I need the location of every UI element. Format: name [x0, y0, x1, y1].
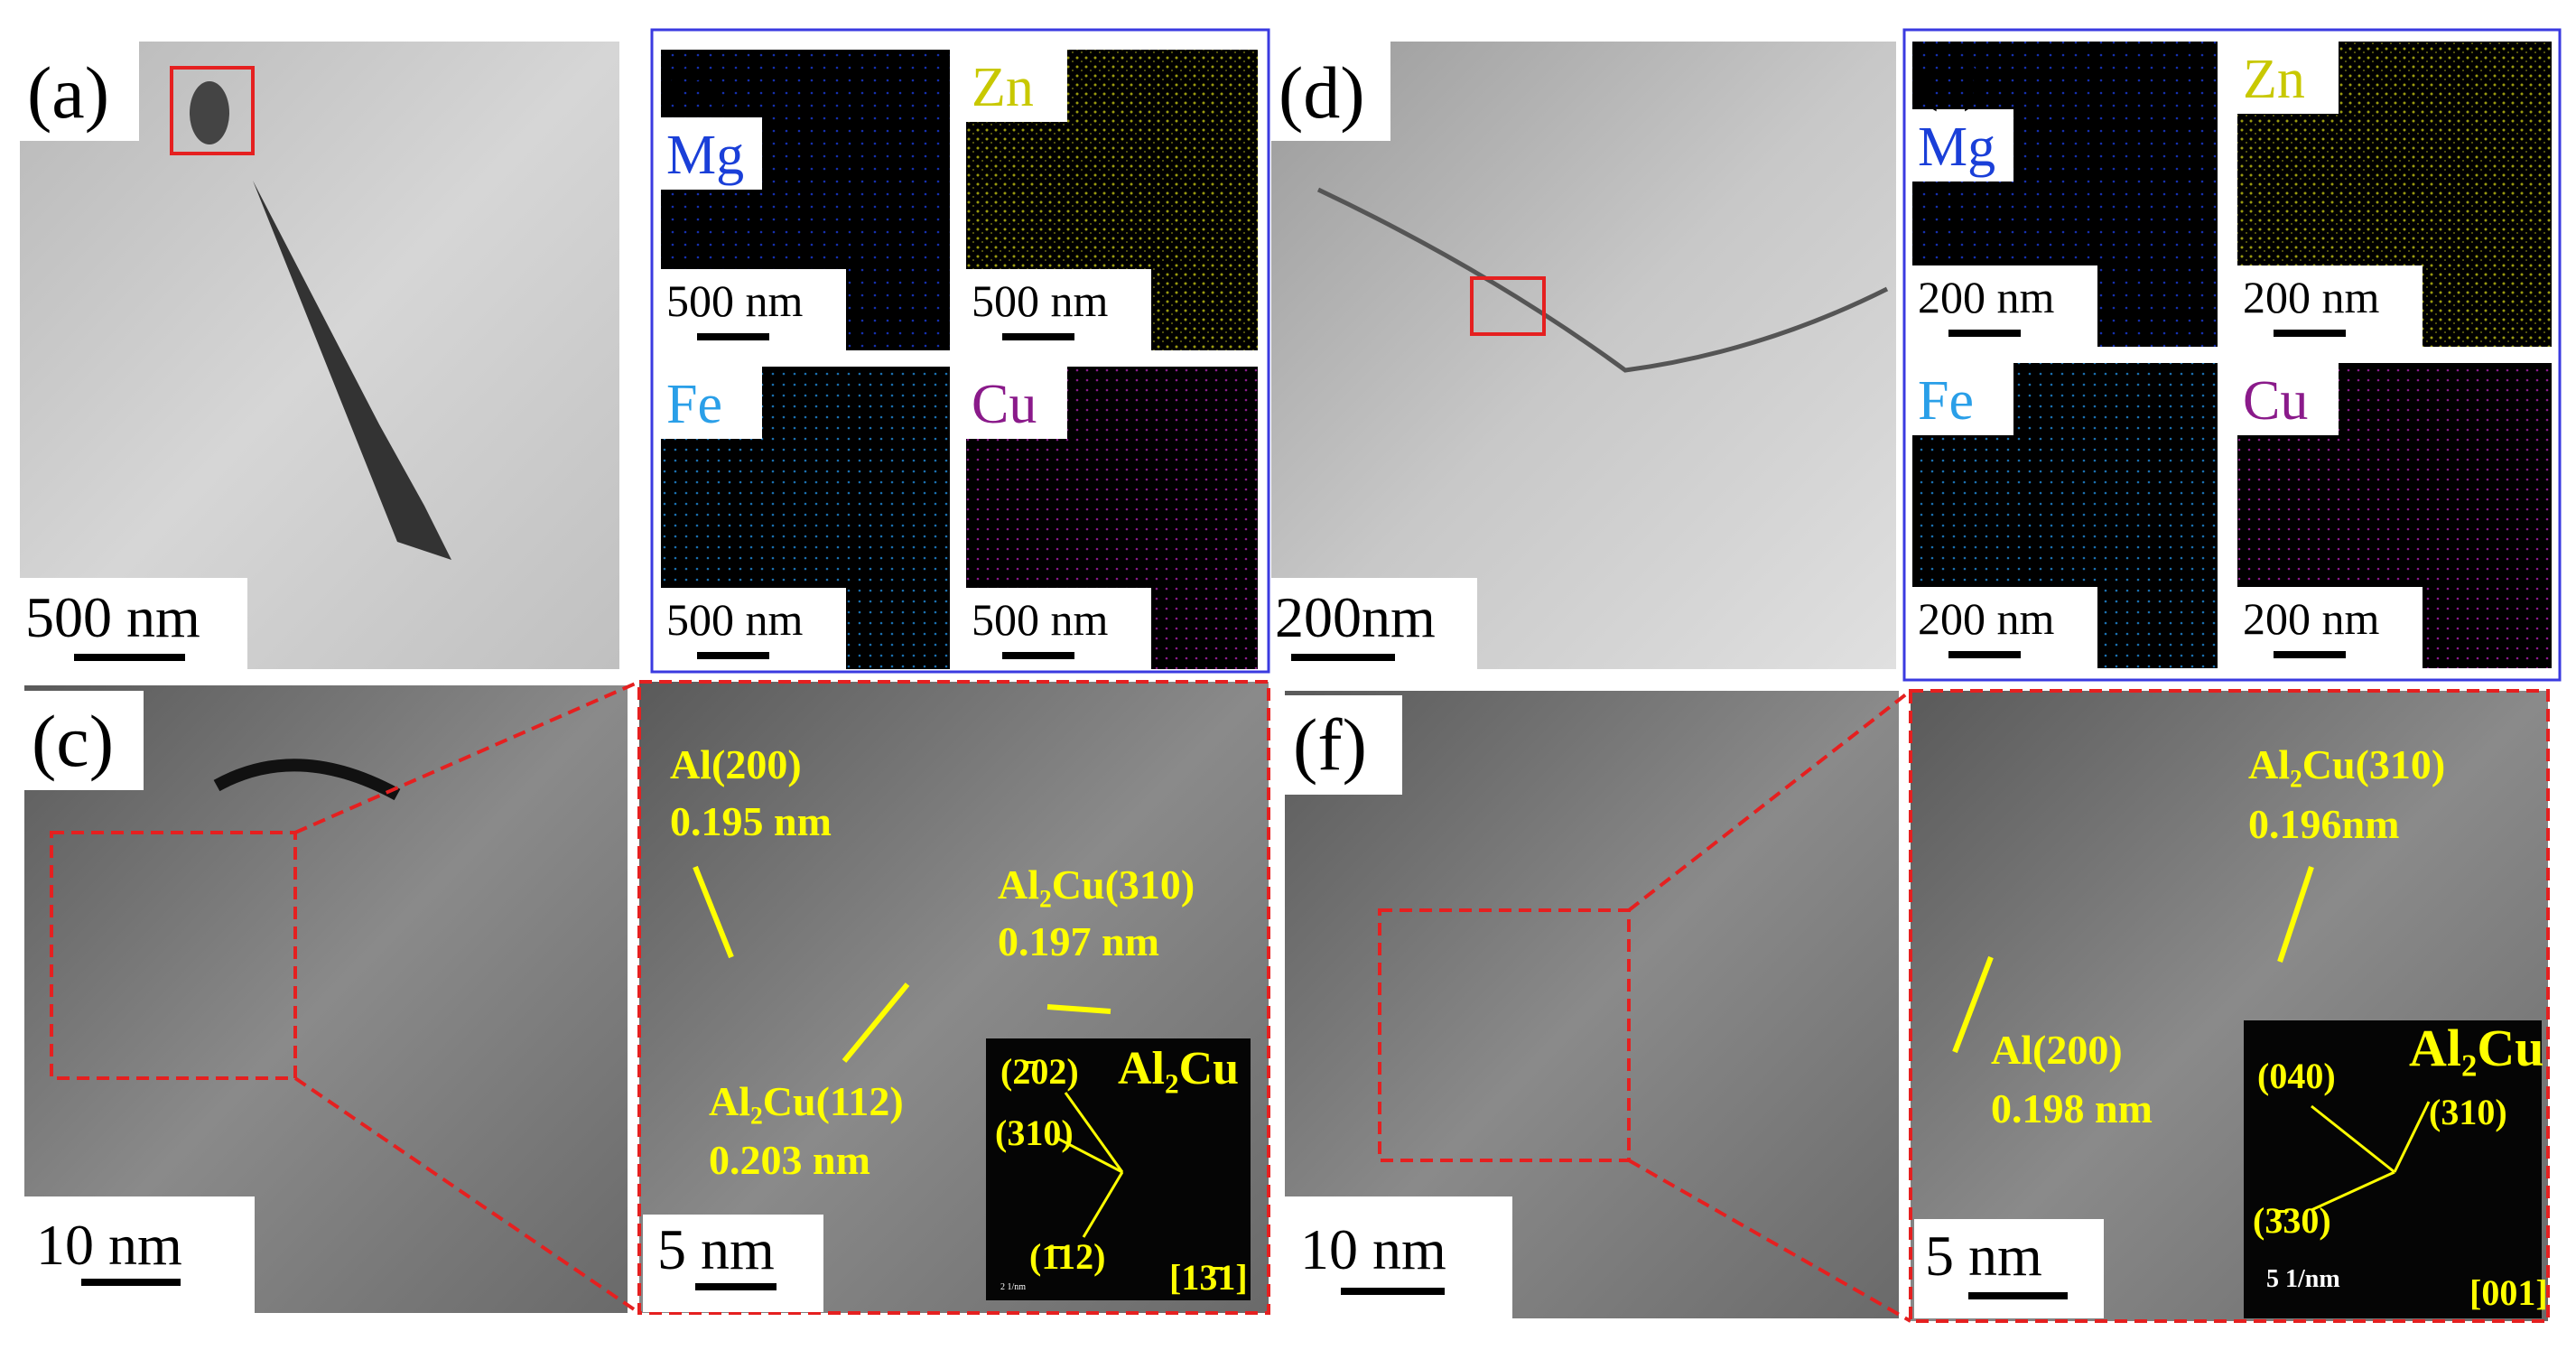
eds-maps: Mg 200 nm Zn 200 nm Fe 200 nm Cu 200 nm: [1912, 42, 2552, 668]
zoom-box: [1378, 908, 1631, 1162]
panel-label: (c): [32, 700, 114, 782]
scale-bar-label: 500 nm: [666, 275, 804, 326]
inset-border: [637, 680, 1270, 1315]
label-box: [24, 691, 144, 790]
arrow: [1952, 955, 1994, 1054]
feature: [213, 759, 401, 801]
scale-bar-label: 200nm: [1275, 585, 1436, 649]
panel-a: (a) 500 nm: [20, 42, 619, 669]
panel-d: (d) 200nm: [1271, 42, 1896, 669]
fft-vectors: [2311, 1101, 2431, 1212]
zoom-line: [293, 1076, 641, 1315]
zoom-line: [294, 680, 640, 834]
panel-label: (f): [1293, 703, 1367, 786]
fft-scale-label: 2 1/nm: [1000, 1282, 1026, 1292]
element-box: [966, 367, 1067, 439]
annotation: Al(200): [670, 741, 802, 787]
element-label: Mg: [1918, 116, 1995, 178]
arrow: [693, 865, 734, 959]
annotation: 0.198 nm: [1991, 1085, 2153, 1131]
arrow: [842, 982, 910, 1063]
panel-label: (a): [27, 51, 109, 134]
element-box: [2237, 363, 2339, 435]
scale-bar-label: 500 nm: [25, 585, 200, 649]
label-box: [1285, 695, 1402, 795]
element-box: [1912, 363, 2013, 435]
element-box: [661, 367, 762, 439]
scale-box: [643, 1215, 823, 1312]
scale-bar-label: 500 nm: [666, 594, 804, 645]
element-label: Fe: [666, 374, 722, 435]
selection-box: [1470, 276, 1546, 336]
scale-bar-label: 200 nm: [1918, 593, 2055, 644]
eds-maps: Mg 500 nm Zn 500 nm Fe 500 nm Cu 500 nm: [661, 50, 1258, 669]
panel-label: (d): [1279, 51, 1365, 134]
annotation: Al₂Cu(310): [998, 861, 1195, 908]
fft-scale-label: 5 1/nm: [2266, 1265, 2340, 1293]
label-box: [1271, 42, 1390, 141]
scale-bar-label: 500 nm: [972, 594, 1109, 645]
panel-f: (f) 10 nm Al₂Cu(310) 0.196nm Al(200) 0.1…: [1285, 689, 2550, 1323]
element-box: [2237, 42, 2339, 114]
arrow: [2277, 866, 2314, 963]
zoom-line: [1628, 1159, 1911, 1323]
fft-spot: (3̄30): [2253, 1200, 2331, 1241]
element-label: Cu: [972, 374, 1037, 435]
scale-bar-label: 10 nm: [36, 1213, 182, 1277]
panel-e: Mg 200 nm Zn 200 nm Fe 200 nm Cu 200 nm (e): [1902, 28, 2562, 682]
element-label: Mg: [666, 125, 744, 186]
element-label: Fe: [1918, 370, 1974, 432]
panel-b: Mg 500 nm Zn 500 nm Fe 500 nm Cu 500 nm (b): [650, 28, 1270, 674]
panel-c: (c) 10 nm Al(200) 0.195 nm Al₂Cu(310) 0.…: [24, 680, 1270, 1315]
element-box: [966, 50, 1067, 122]
zone-axis: [13̄1]: [1169, 1257, 1248, 1298]
scale-bar-label: 200 nm: [1918, 272, 2055, 322]
fft-spot: (2̄02): [1000, 1051, 1079, 1092]
element-label: Cu: [2243, 370, 2308, 432]
scale-bar-label: 200 nm: [2243, 593, 2380, 644]
fft-phase: Al₂Cu: [2409, 1019, 2544, 1077]
annotation: 0.197 nm: [998, 918, 1159, 964]
element-label: Zn: [2243, 49, 2305, 110]
annotation: 0.203 nm: [709, 1137, 870, 1183]
annotation: 0.196nm: [2248, 801, 2399, 847]
fft-spot: (040): [2257, 1056, 2336, 1096]
scale-box: [24, 1196, 255, 1313]
scale-bar-label: 5 nm: [1925, 1224, 2042, 1288]
annotation: Al(200): [1991, 1027, 2123, 1073]
element-box: [661, 117, 762, 190]
scale-bar-label: 200 nm: [2243, 272, 2380, 322]
annotation: Al₂Cu(310): [2248, 741, 2445, 787]
fft-phase: Al₂Cu: [1118, 1043, 1239, 1094]
scale-bar-label: 5 nm: [657, 1217, 775, 1281]
annotation: 0.195 nm: [670, 798, 832, 844]
zone-axis: [001]: [2469, 1272, 2548, 1313]
element-label: Zn: [972, 57, 1034, 118]
panel-label: (e): [1920, 51, 1982, 112]
scale-bar-label: 10 nm: [1300, 1217, 1446, 1281]
panel-label: (b): [668, 55, 733, 116]
element-box: [1912, 109, 2013, 182]
inset-border: [1909, 689, 2550, 1323]
grain-boundary: [1316, 187, 1889, 373]
fft-spot: (310): [995, 1113, 1074, 1153]
label-box: [20, 42, 139, 141]
fft-spot: (310): [2429, 1092, 2507, 1132]
annotation: Al₂Cu(112): [709, 1078, 904, 1124]
arrow: [1046, 1004, 1111, 1014]
scale-box: [1914, 1219, 2104, 1318]
precipitate: [190, 81, 229, 144]
scale-bar-label: 500 nm: [972, 275, 1109, 326]
fft-vectors: [1056, 1092, 1124, 1238]
scale-box: [1285, 1196, 1512, 1318]
precipitate: [253, 181, 451, 560]
fft-spot: (1̄12): [1029, 1236, 1105, 1277]
tem-image: [1271, 42, 1896, 669]
zoom-box: [50, 831, 297, 1080]
selection-box: [170, 66, 255, 155]
tem-image: [20, 42, 619, 669]
